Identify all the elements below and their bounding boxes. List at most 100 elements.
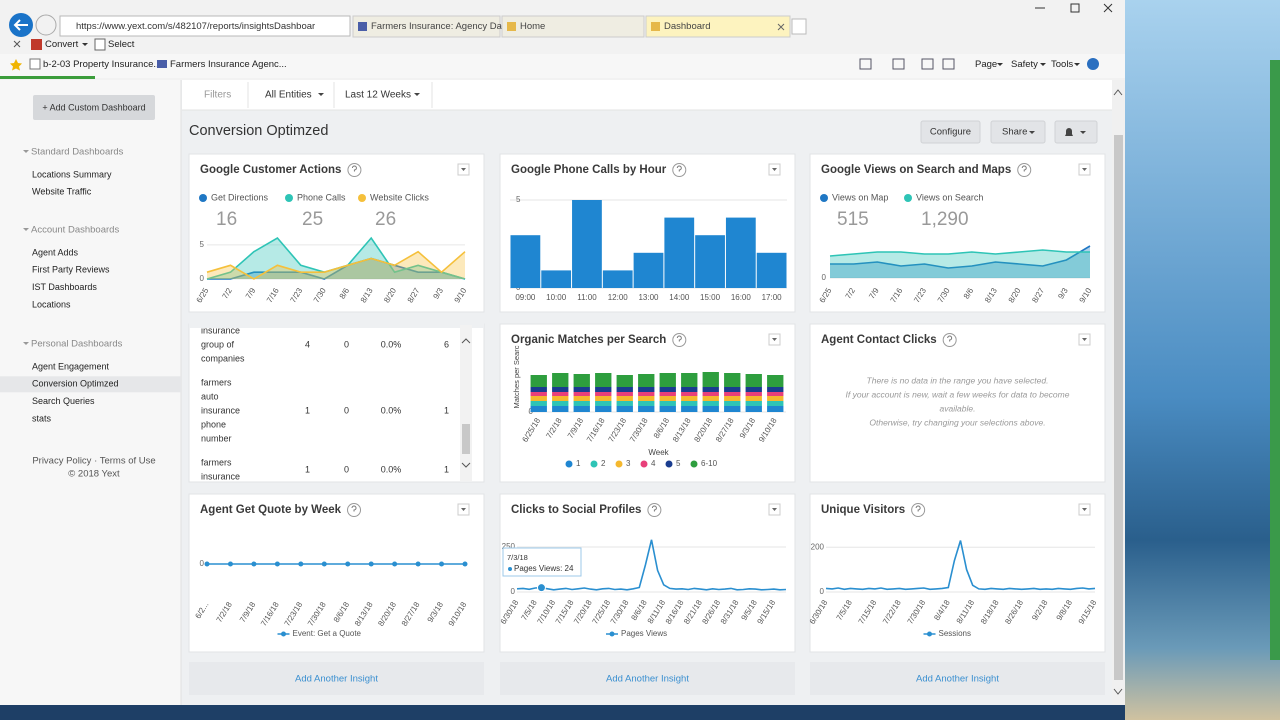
bar-segment (552, 401, 569, 406)
y-tick-label: 200 (811, 542, 825, 551)
favorite-link[interactable]: b-2-03 Property Insurance... (43, 59, 161, 70)
add-dashboard-button[interactable] (33, 95, 155, 120)
window-control[interactable] (1103, 3, 1113, 13)
bar-segment (595, 401, 612, 406)
table-scroll-thumb[interactable] (462, 424, 470, 454)
favorite-link[interactable]: Farmers Insurance Agenc... (170, 59, 287, 70)
point (345, 561, 351, 567)
bar-segment (616, 401, 633, 406)
widget (809, 323, 1106, 483)
widget (809, 153, 1106, 313)
loading-bar (0, 76, 95, 79)
add-insight[interactable] (500, 662, 795, 695)
help-mark (351, 165, 357, 172)
bar-segment (638, 401, 655, 406)
add-insight[interactable] (189, 662, 484, 695)
bar-segment (552, 396, 569, 401)
series-line (207, 257, 466, 280)
tab-label: Home (520, 21, 545, 32)
forward-button[interactable] (35, 14, 57, 36)
window-control[interactable] (1070, 3, 1080, 13)
toolbar-button[interactable]: Convert (45, 39, 79, 50)
add-insight-label[interactable]: Add Another Insight (295, 674, 378, 685)
add-insight-label[interactable]: Add Another Insight (916, 674, 999, 685)
tab-close[interactable] (777, 23, 785, 31)
scroll-up[interactable] (461, 338, 471, 344)
widget-title: Google Views on Search and Maps (821, 164, 1011, 176)
filter-bar (182, 80, 1112, 110)
bar-segment (595, 387, 612, 392)
legend-swatch (904, 194, 912, 202)
active-item (0, 376, 181, 393)
bar-segment (659, 406, 676, 412)
new-tab[interactable] (791, 18, 807, 35)
section-title[interactable]: Account Dashboards (31, 225, 119, 236)
tab[interactable] (352, 15, 501, 38)
menu-button[interactable]: Tools (1051, 59, 1073, 70)
sidebar-link[interactable]: IST Dashboards (32, 282, 97, 292)
address-bar[interactable] (59, 15, 351, 37)
widget-menu-caret (1082, 508, 1087, 511)
sidebar-link[interactable]: Agent Adds (32, 247, 79, 257)
sidebar-link[interactable]: Search Queries (32, 396, 95, 406)
button[interactable] (920, 120, 981, 144)
menu-button[interactable]: Page (975, 59, 997, 70)
sidebar-link[interactable]: Locations (32, 299, 71, 309)
scrollbar-thumb[interactable] (1114, 135, 1123, 680)
sidebar-link[interactable]: stats (32, 413, 52, 423)
series-line (830, 245, 1091, 269)
help-mark (1021, 165, 1027, 172)
bar-segment (681, 373, 698, 387)
sidebar-link[interactable]: Agent Engagement (32, 361, 110, 371)
bar-segment (573, 387, 590, 392)
footer-links[interactable]: Privacy Policy · Terms of Use (32, 456, 155, 467)
section-title[interactable]: Standard Dashboards (31, 147, 124, 158)
filter-dropdown[interactable]: All Entities (265, 90, 312, 101)
empty-message: If your account is new, wait a few weeks… (846, 389, 1070, 399)
bar-segment (616, 375, 633, 387)
scroll-down[interactable] (461, 462, 471, 468)
menu-button[interactable]: Safety (1011, 59, 1038, 70)
bar-segment (745, 396, 762, 401)
bar (695, 235, 725, 288)
table-cell: 6 (444, 339, 449, 349)
bar-segment (616, 387, 633, 392)
add-dashboard-label[interactable]: + Add Custom Dashboard (42, 102, 145, 112)
add-insight[interactable] (810, 662, 1105, 695)
legend-label: Sessions (939, 629, 971, 638)
legend-label: 2 (601, 459, 606, 468)
scroll-down[interactable] (1113, 688, 1123, 695)
bar-segment (616, 396, 633, 401)
bar-segment (702, 387, 719, 392)
bar-segment (702, 396, 719, 401)
tooltip (502, 547, 582, 577)
filter-dropdown[interactable]: Last 12 Weeks (345, 90, 411, 101)
caret (318, 93, 324, 96)
widget-title: Agent Contact Clicks (821, 334, 937, 346)
toolbar-button[interactable]: Select (108, 39, 135, 50)
scroll-up[interactable] (1113, 89, 1123, 96)
bar (725, 217, 756, 288)
bar-segment (530, 387, 547, 392)
table-cell: 0.0% (381, 405, 402, 415)
bar (664, 217, 695, 288)
sidebar-link[interactable]: First Party Reviews (32, 265, 110, 275)
sidebar-link[interactable]: Conversion Optimzed (32, 379, 119, 389)
section-title[interactable]: Personal Dashboards (31, 339, 123, 350)
widget-title: Agent Get Quote by Week (200, 504, 342, 516)
sidebar-link[interactable]: Locations Summary (32, 169, 112, 179)
y-tick-label: 0 (200, 274, 205, 283)
sidebar-link[interactable]: Website Traffic (32, 187, 92, 197)
legend-dot (927, 631, 932, 637)
close-toolbar[interactable] (13, 40, 21, 48)
bar (756, 252, 787, 288)
tab[interactable] (501, 15, 645, 38)
favorites-star (10, 59, 22, 71)
add-insight-label[interactable]: Add Another Insight (606, 674, 689, 685)
point (368, 561, 374, 567)
table-cell: 0.0% (381, 464, 402, 474)
alert-button[interactable] (1054, 120, 1098, 144)
bar-segment (638, 406, 655, 412)
button[interactable] (990, 120, 1046, 144)
tab[interactable] (645, 15, 791, 38)
